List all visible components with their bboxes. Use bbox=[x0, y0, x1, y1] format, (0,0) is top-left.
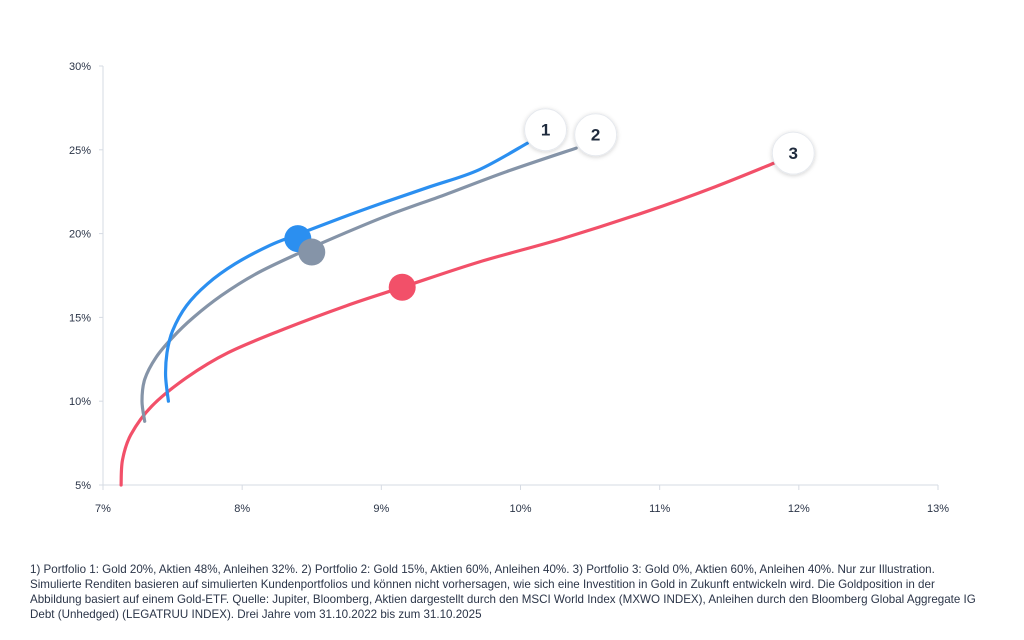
series-marker-portfolio-3 bbox=[388, 273, 416, 301]
series-badge-circle bbox=[771, 131, 815, 175]
series-badge-label: 3 bbox=[789, 144, 798, 163]
y-tick-label: 15% bbox=[69, 312, 91, 324]
y-tick-label: 5% bbox=[75, 480, 91, 492]
series-line-portfolio-1 bbox=[163, 141, 530, 403]
x-tick-label: 12% bbox=[788, 503, 810, 515]
x-tick-label: 13% bbox=[927, 503, 949, 515]
x-tick-label: 7% bbox=[95, 503, 111, 515]
y-tick-label: 25% bbox=[69, 145, 91, 157]
x-tick-label: 11% bbox=[649, 503, 670, 515]
y-tick-label: 20% bbox=[69, 229, 91, 241]
y-tick-label: 30% bbox=[69, 61, 91, 73]
series-marker-portfolio-2 bbox=[298, 238, 326, 266]
series-line-portfolio-2 bbox=[140, 146, 578, 423]
x-tick-label: 10% bbox=[509, 503, 531, 515]
series-badge-label: 2 bbox=[591, 126, 600, 145]
series-badge-1: 1 bbox=[524, 108, 568, 152]
risk-return-chart: 5% 10% 15% 20% 25% 30% 7% 8% 9% 10% 11% 12% 13% 1 2 3 bbox=[69, 61, 949, 515]
series-line-portfolio-3 bbox=[119, 159, 780, 487]
y-tick-label: 10% bbox=[69, 396, 91, 408]
series-badge-2: 2 bbox=[574, 113, 618, 157]
series-badge-circle bbox=[574, 113, 618, 157]
series-badge-3: 3 bbox=[771, 131, 815, 175]
footnote-text: 1) Portfolio 1: Gold 20%, Aktien 48%, An… bbox=[30, 563, 976, 621]
series-badge-label: 1 bbox=[541, 121, 550, 140]
series-badge-circle bbox=[524, 108, 568, 152]
x-tick-label: 8% bbox=[234, 503, 250, 515]
x-tick-label: 9% bbox=[373, 503, 389, 515]
